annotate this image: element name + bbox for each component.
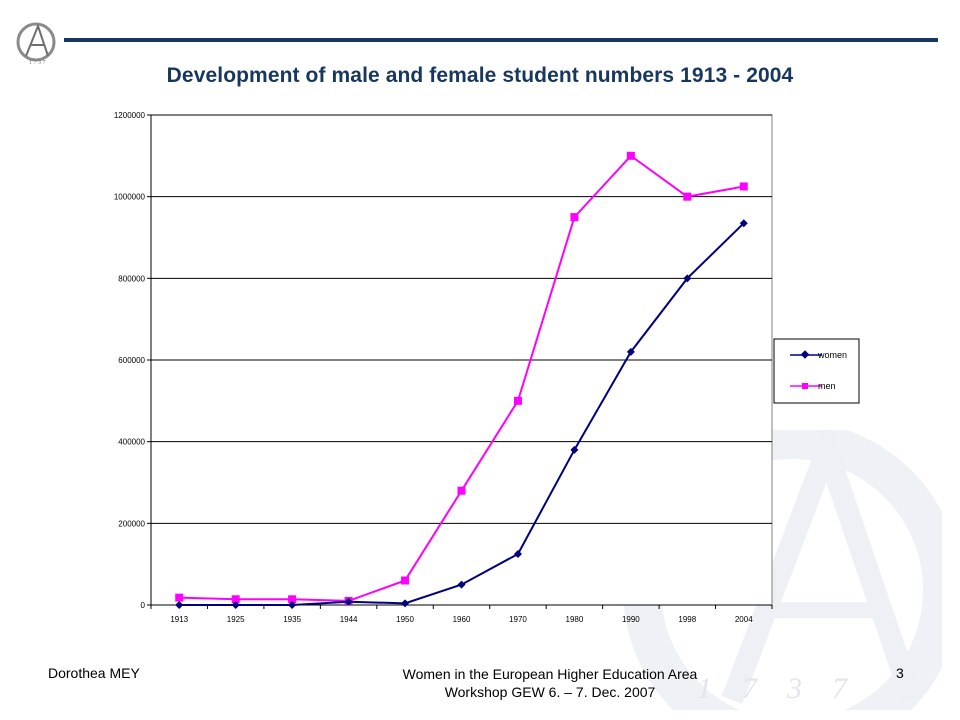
x-tick-label: 1980	[566, 615, 584, 624]
x-tick-label: 2004	[735, 615, 753, 624]
y-tick-label: 400000	[118, 438, 145, 447]
data-point-men	[739, 182, 748, 191]
data-point-women	[231, 601, 240, 609]
x-tick-label: 1998	[678, 615, 696, 624]
x-tick-label: 1913	[170, 615, 188, 624]
data-point-men	[231, 595, 240, 604]
y-tick-label: 1000000	[114, 193, 146, 202]
x-tick-label: 1950	[396, 615, 414, 624]
x-tick-label: 1990	[622, 615, 640, 624]
legend-women-label: women	[817, 350, 847, 360]
svg-text:1 7 3 7: 1 7 3 7	[29, 60, 46, 66]
data-point-women	[739, 219, 748, 228]
data-point-women	[683, 274, 692, 283]
legend-women-marker	[800, 350, 810, 359]
logo-icon: 1 7 3 7	[16, 22, 56, 66]
y-tick-label: 0	[141, 601, 146, 610]
data-point-women	[344, 597, 353, 606]
data-point-men	[401, 576, 410, 585]
x-tick-label: 1970	[509, 615, 527, 624]
data-point-women	[401, 599, 410, 608]
data-point-men	[288, 595, 297, 604]
data-point-men	[683, 192, 692, 201]
data-point-women	[175, 601, 184, 609]
legend-men-label: men	[818, 381, 836, 391]
data-point-women	[570, 445, 579, 454]
data-point-women	[626, 347, 635, 356]
data-point-men	[175, 593, 184, 602]
footer-event: Women in the European Higher Education A…	[320, 665, 780, 701]
slide-title: Development of male and female student n…	[166, 64, 794, 87]
x-tick-label: 1944	[340, 615, 358, 624]
data-point-women	[457, 580, 466, 589]
data-point-men	[626, 151, 635, 160]
x-tick-label: 1935	[283, 615, 301, 624]
y-tick-label: 600000	[118, 356, 145, 365]
watermark-digit: 7	[832, 672, 849, 705]
title-rule	[64, 38, 938, 42]
page-number: 3	[896, 665, 904, 681]
footer-event-line1: Women in the European Higher Education A…	[402, 666, 698, 682]
watermark-digit: 7	[742, 672, 759, 705]
y-tick-label: 200000	[118, 519, 145, 528]
footer-event-line2: Workshop GEW 6. – 7. Dec. 2007	[444, 684, 656, 700]
watermark-digit: 1	[697, 672, 712, 705]
x-tick-label: 1925	[227, 615, 245, 624]
data-point-women	[288, 601, 297, 609]
footer-author: Dorothea MEY	[48, 665, 140, 681]
data-point-men	[513, 396, 522, 405]
y-tick-label: 1200000	[114, 111, 146, 120]
watermark-digit: 3	[786, 672, 802, 705]
data-point-men	[570, 213, 579, 222]
chart-legend: women men	[773, 338, 860, 404]
y-tick-label: 800000	[118, 274, 145, 283]
x-tick-label: 1960	[453, 615, 471, 624]
data-point-women	[513, 549, 522, 558]
data-point-men	[457, 486, 466, 495]
legend-men-marker	[802, 383, 808, 389]
